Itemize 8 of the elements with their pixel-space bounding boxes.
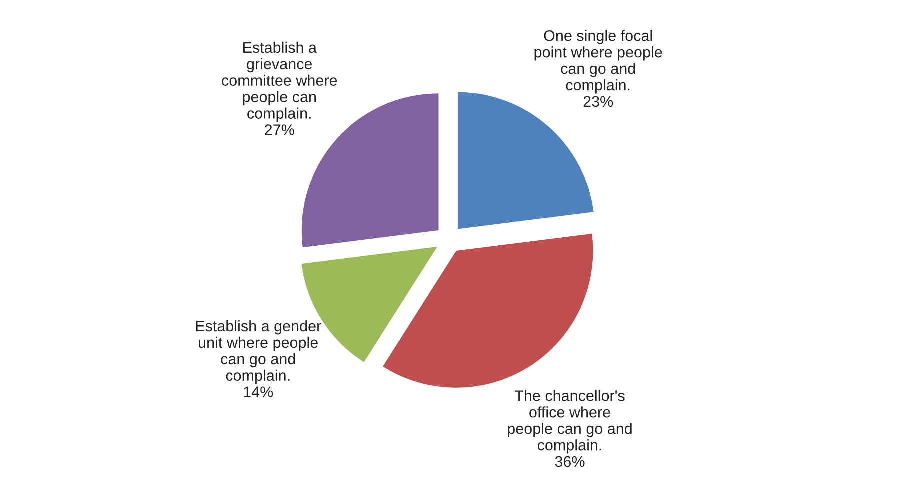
data-label: 36%: [555, 456, 585, 468]
slice-label: The chancellor's office where people can go and complain.: [508, 390, 632, 454]
slice-label: Establish a gender unit where people can go and complain.: [196, 320, 322, 384]
data-label: 27%: [265, 124, 294, 136]
data-label: 23%: [584, 96, 614, 108]
slice-label: One single focal point where people can go and complain.: [534, 30, 662, 94]
data-label: 14%: [244, 386, 274, 398]
slice-label: Establish a grievance committee where people can complain.: [222, 42, 338, 122]
